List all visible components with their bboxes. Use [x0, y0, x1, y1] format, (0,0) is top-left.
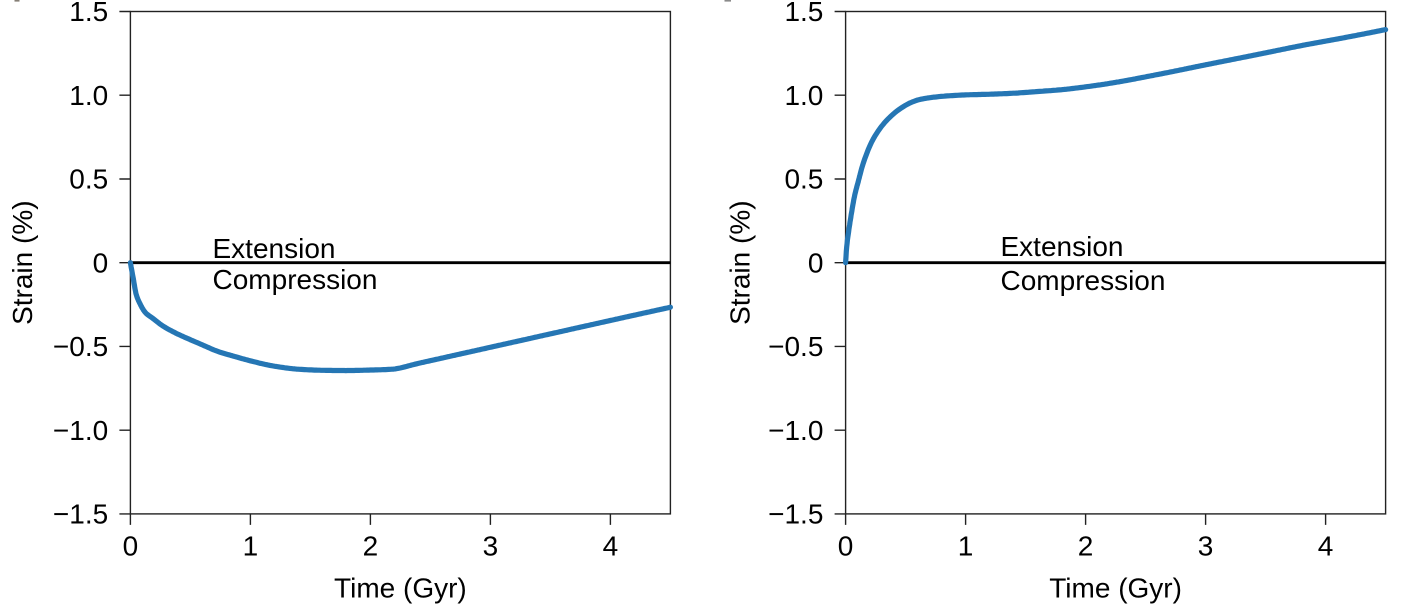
svg-text:Compression: Compression [1001, 265, 1166, 296]
svg-text:0: 0 [838, 531, 854, 562]
svg-text:Time (Gyr): Time (Gyr) [1049, 573, 1182, 604]
svg-text:1: 1 [243, 531, 259, 562]
svg-text:Extension: Extension [213, 233, 336, 264]
svg-text:−1.5: −1.5 [53, 499, 108, 530]
svg-text:4: 4 [603, 531, 619, 562]
svg-text:Extension: Extension [1001, 231, 1124, 262]
svg-text:1: 1 [958, 531, 974, 562]
svg-text:1.5: 1.5 [69, 0, 108, 27]
svg-text:0: 0 [808, 247, 824, 278]
svg-text:Strain (%): Strain (%) [724, 200, 755, 324]
svg-text:Time (Gyr): Time (Gyr) [334, 573, 467, 604]
svg-text:0.5: 0.5 [784, 164, 823, 195]
svg-text:2: 2 [363, 531, 379, 562]
svg-text:1.0: 1.0 [784, 80, 823, 111]
svg-text:4: 4 [1318, 531, 1334, 562]
svg-text:Compression: Compression [213, 264, 378, 295]
svg-text:−1.0: −1.0 [768, 415, 823, 446]
svg-text:1.0: 1.0 [69, 80, 108, 111]
svg-text:2: 2 [1078, 531, 1094, 562]
svg-text:0: 0 [93, 247, 109, 278]
svg-text:−1.0: −1.0 [53, 415, 108, 446]
svg-text:3: 3 [1198, 531, 1214, 562]
svg-text:−0.5: −0.5 [768, 331, 823, 362]
svg-text:−1.5: −1.5 [768, 499, 823, 530]
svg-text:1.5: 1.5 [784, 0, 823, 27]
svg-text:3: 3 [483, 531, 499, 562]
svg-text:Strain (%): Strain (%) [7, 200, 38, 324]
svg-text:0: 0 [123, 531, 139, 562]
svg-text:0.5: 0.5 [69, 164, 108, 195]
svg-text:−0.5: −0.5 [53, 331, 108, 362]
